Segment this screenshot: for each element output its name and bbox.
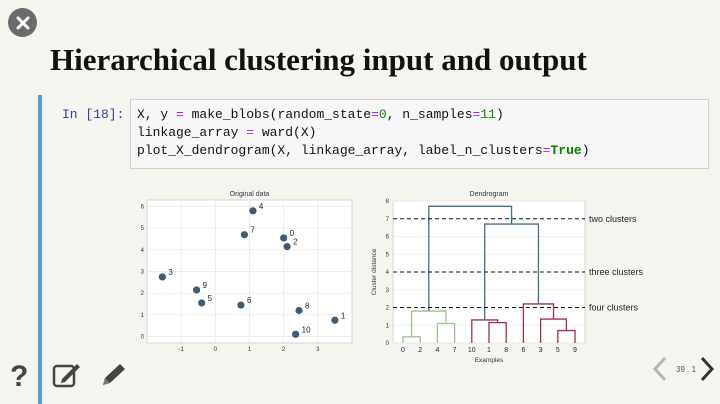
- y-tick-label: 1: [141, 313, 145, 319]
- close-button[interactable]: [8, 8, 37, 37]
- page-number: 39 . 1: [676, 365, 697, 374]
- slide-title: Hierarchical clustering input and output: [50, 42, 587, 77]
- data-point: [292, 330, 300, 338]
- y-tick-label: 2: [386, 306, 390, 312]
- point-label: 8: [305, 302, 310, 311]
- chevron-right-icon: [700, 356, 715, 382]
- scatter-chart: -1 0 1 2 3 0 1 2 3 4 5 6 Original data 0 1 2 3 4 5 6 7 8 9 10: [141, 191, 353, 353]
- leaf-label: 10: [468, 347, 476, 354]
- cell-prompt: In [18]:: [62, 107, 125, 122]
- code-editor[interactable]: X, y = make_blobs(random_state=0, n_samp…: [130, 99, 709, 169]
- dendrogram-title: Dendrogram: [470, 191, 509, 198]
- edit-note-icon: [52, 364, 80, 388]
- leaf-label: 4: [435, 347, 439, 354]
- y-tick-label: 6: [141, 205, 145, 211]
- point-label: 2: [293, 238, 298, 247]
- data-point: [295, 306, 303, 315]
- data-point: [198, 299, 206, 307]
- point-label: 10: [302, 325, 311, 334]
- y-tick-label: 7: [386, 217, 390, 223]
- y-tick-label: 8: [386, 199, 390, 205]
- point-label: 3: [168, 268, 173, 277]
- data-point: [158, 273, 166, 281]
- data-point: [331, 316, 339, 324]
- pen-icon: [103, 364, 125, 385]
- x-tick-label: -1: [178, 347, 184, 353]
- draw-button[interactable]: [100, 362, 128, 393]
- question-icon: ?: [10, 360, 28, 393]
- leaf-label: 2: [418, 347, 422, 354]
- point-label: 1: [341, 311, 346, 320]
- dendrogram-chart: 0 1 2 3 4 5 6 7 8 0 2 4 7 10 1 8 6 3 5 9 Dendrogram Examples C…: [371, 191, 644, 364]
- close-icon: [16, 16, 29, 29]
- point-label: 9: [203, 281, 208, 290]
- cutoff-label: four clusters: [589, 303, 639, 313]
- leaf-label: 0: [401, 347, 405, 354]
- code-text: X, y = make_blobs(random_state=0, n_samp…: [137, 107, 590, 158]
- x-tick-label: 2: [282, 347, 286, 353]
- y-tick-label: 4: [141, 248, 145, 254]
- point-label: 6: [247, 296, 252, 305]
- data-point: [280, 234, 288, 242]
- point-label: 7: [250, 226, 255, 235]
- code-cell[interactable]: In [18]: X, y = make_blobs(random_state=…: [38, 95, 720, 180]
- x-tick-label: 0: [214, 347, 218, 353]
- dendrogram-link: [557, 329, 576, 343]
- y-tick-label: 6: [386, 235, 390, 241]
- x-axis-label: Examples: [475, 357, 504, 364]
- svg-text:?: ?: [10, 360, 28, 390]
- y-tick-label: 5: [386, 252, 390, 258]
- cell-selection-bar: [38, 95, 42, 404]
- y-tick-label: 5: [141, 226, 145, 232]
- y-tick-label: 0: [386, 341, 390, 347]
- point-label: 4: [259, 202, 264, 211]
- point-label: 0: [290, 229, 295, 238]
- edit-notes-button[interactable]: [52, 362, 82, 393]
- point-label: 5: [208, 294, 213, 303]
- leaf-label: 1: [487, 347, 491, 354]
- data-point: [240, 231, 248, 239]
- data-point: [237, 301, 245, 309]
- dendrogram-link: [522, 303, 555, 343]
- y-tick-label: 3: [386, 288, 390, 294]
- y-tick-label: 3: [141, 270, 145, 276]
- leaf-label: 6: [521, 347, 525, 354]
- data-point: [283, 242, 291, 251]
- leaf-label: 8: [504, 347, 508, 354]
- leaf-label: 3: [539, 347, 543, 354]
- leaf-label: 9: [573, 347, 577, 354]
- x-tick-label: 1: [248, 347, 252, 353]
- dendrogram-link: [428, 205, 513, 312]
- y-tick-label: 2: [141, 291, 145, 297]
- leaf-label: 7: [453, 347, 457, 354]
- leaf-label: 5: [556, 347, 560, 354]
- chevron-left-icon: [652, 356, 667, 382]
- data-point: [249, 207, 257, 215]
- cutoff-label: two clusters: [589, 214, 637, 224]
- scatter-title: Original data: [230, 191, 270, 198]
- y-tick-label: 1: [386, 323, 390, 329]
- prev-slide-button[interactable]: [652, 356, 668, 387]
- y-axis-label: Cluster distance: [371, 248, 378, 295]
- y-tick-label: 0: [141, 335, 145, 341]
- dendrogram-link: [402, 336, 421, 343]
- x-tick-label: 3: [316, 347, 320, 353]
- cutoff-label: three clusters: [589, 267, 644, 277]
- help-button[interactable]: ?: [8, 360, 34, 395]
- data-point: [192, 286, 201, 294]
- dendrogram-link: [539, 318, 568, 343]
- y-tick-label: 4: [386, 270, 390, 276]
- next-slide-button[interactable]: [699, 356, 715, 387]
